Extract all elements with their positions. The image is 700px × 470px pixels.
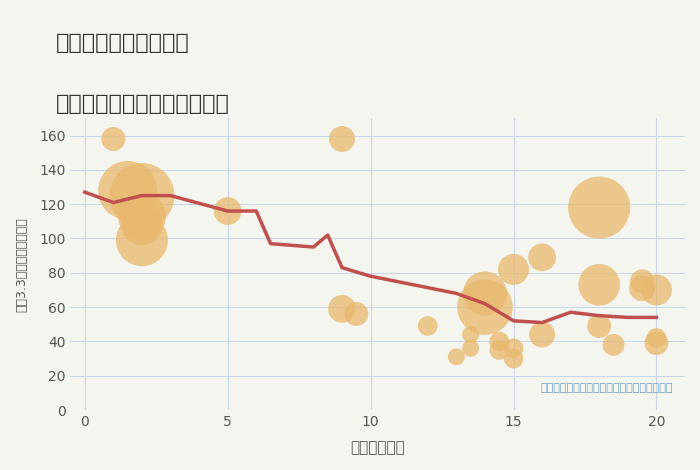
Point: [351, 310, 362, 318]
Text: 円の大きさは、取引のあった物件面積を示す: 円の大きさは、取引のあった物件面積を示す: [540, 383, 673, 392]
Point: [136, 212, 148, 220]
Point: [451, 353, 462, 360]
Point: [508, 355, 519, 362]
Point: [136, 236, 148, 244]
Point: [636, 284, 648, 292]
Point: [222, 207, 233, 215]
Point: [594, 281, 605, 289]
Point: [651, 339, 662, 347]
Point: [494, 337, 505, 345]
Point: [651, 286, 662, 294]
Point: [636, 278, 648, 285]
Point: [651, 334, 662, 342]
Point: [136, 192, 148, 199]
Point: [337, 135, 348, 143]
Point: [337, 305, 348, 313]
Point: [108, 135, 119, 143]
Point: [536, 331, 547, 338]
Text: 千葉県成田市稲荷山の: 千葉県成田市稲荷山の: [56, 33, 190, 53]
Point: [465, 345, 476, 352]
Y-axis label: 坪（3.3㎡）単価（万円）: 坪（3.3㎡）単価（万円）: [15, 217, 28, 312]
Point: [594, 204, 605, 212]
Point: [480, 303, 491, 311]
Point: [422, 322, 433, 330]
Point: [536, 254, 547, 261]
X-axis label: 駅距離（分）: 駅距離（分）: [351, 440, 405, 455]
Text: 駅距離別中古マンション価格: 駅距離別中古マンション価格: [56, 94, 230, 114]
Point: [122, 187, 133, 194]
Point: [608, 341, 619, 349]
Point: [465, 331, 476, 338]
Point: [508, 266, 519, 273]
Point: [494, 346, 505, 354]
Point: [480, 290, 491, 297]
Point: [136, 221, 148, 228]
Point: [594, 322, 605, 330]
Point: [508, 345, 519, 352]
